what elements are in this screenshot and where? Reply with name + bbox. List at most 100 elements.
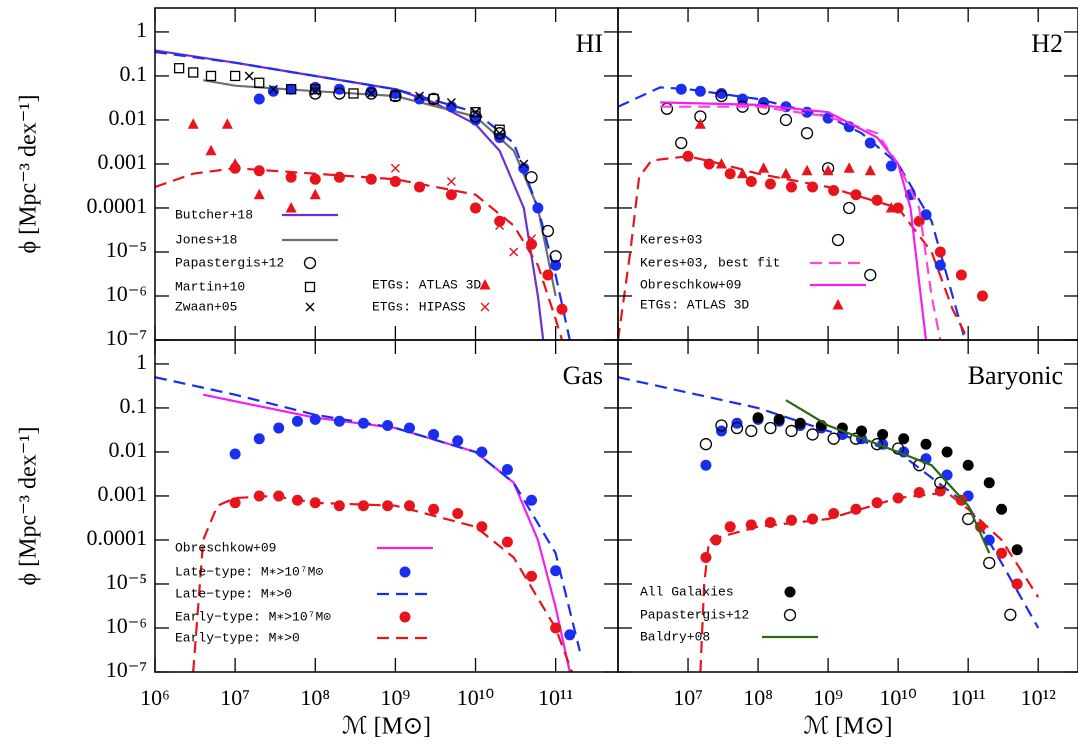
point: [519, 159, 529, 169]
panel: 10⁻⁷ 10⁻⁶ 10⁻⁵ 0.0001 0.001 0.01 0.1 1 HI ϕ [Mpc⁻…: [16, 7, 619, 350]
legend-swatch: [303, 256, 317, 270]
point: [253, 93, 265, 105]
point: [187, 118, 199, 129]
point: [273, 422, 285, 434]
y-tick-label: 0.001: [98, 149, 148, 174]
legend-label: Keres+03: [640, 232, 702, 247]
legend-label: Papastergis+12: [640, 607, 749, 622]
point: [268, 84, 278, 94]
point: [310, 84, 321, 95]
point: [501, 536, 513, 548]
point: [495, 220, 505, 230]
point: [891, 442, 905, 455]
point: [446, 176, 456, 186]
y-tick-label: 0.0001: [87, 193, 148, 218]
point: [310, 86, 320, 96]
point: [333, 83, 345, 95]
x-tick-label: 10⁷: [220, 685, 250, 710]
point: [699, 438, 713, 451]
series-line: [155, 167, 564, 340]
series-line: [155, 50, 571, 340]
y-tick-label: 1: [136, 17, 147, 42]
legend-label: ETGs: ATLAS 3D: [640, 297, 749, 312]
point: [526, 494, 538, 506]
y-tick-label: 10⁻⁶: [106, 281, 147, 306]
point: [983, 477, 995, 489]
series-line: [660, 105, 942, 340]
point: [285, 83, 297, 95]
point: [229, 157, 241, 169]
point: [694, 118, 706, 129]
point: [205, 144, 217, 156]
point: [415, 182, 425, 192]
point: [731, 417, 743, 429]
point: [780, 167, 792, 179]
point: [525, 171, 538, 184]
x-tick-label: 10¹⁰: [457, 685, 495, 710]
point: [758, 162, 770, 173]
point: [518, 162, 530, 174]
point: [501, 463, 513, 475]
point: [856, 425, 868, 437]
point: [428, 93, 439, 105]
point: [253, 188, 265, 200]
point: [934, 246, 946, 258]
point: [801, 164, 813, 176]
point: [752, 412, 764, 424]
point: [996, 547, 1008, 559]
point: [864, 137, 876, 149]
point: [920, 438, 932, 450]
point: [885, 201, 897, 213]
legend-swatch: [831, 233, 845, 247]
point: [785, 514, 797, 526]
point: [390, 90, 401, 102]
legend-label: Martin+10: [175, 279, 245, 294]
point: [941, 446, 953, 458]
point: [976, 290, 988, 302]
point: [333, 87, 346, 100]
plot-area: [155, 376, 581, 672]
point: [229, 448, 241, 460]
legend-label: ETGs: HIPASS: [372, 299, 466, 314]
x-tick-label: 10¹⁰: [879, 685, 917, 710]
series-line: [618, 155, 970, 340]
legend-label: Obreschkow+09: [640, 277, 741, 292]
point: [710, 534, 722, 546]
legend-swatch: [399, 566, 411, 578]
legend-label: Papastergis+12: [175, 255, 284, 270]
point: [229, 497, 241, 509]
point: [446, 97, 456, 107]
point: [850, 189, 862, 201]
point: [682, 150, 694, 162]
point: [366, 88, 376, 98]
point: [309, 173, 321, 185]
point: [745, 175, 757, 187]
point: [892, 492, 904, 504]
point: [822, 164, 834, 176]
y-tick-label: 0.1: [120, 393, 148, 418]
legend-swatch: [479, 279, 491, 290]
point: [333, 415, 345, 427]
point: [785, 424, 798, 438]
x-tick-label: 10¹¹: [538, 685, 573, 710]
y-axis-label: ϕ [Mpc⁻³ dex⁻¹]: [16, 427, 42, 586]
legend-swatch: [832, 299, 844, 310]
x-tick-label: 10¹²: [1021, 685, 1057, 710]
point: [428, 428, 440, 440]
point: [715, 419, 728, 432]
point: [773, 413, 785, 425]
point: [509, 247, 519, 257]
point: [382, 419, 394, 431]
y-tick-label: 0.001: [98, 481, 148, 506]
panel: 10⁷ 10⁸ 10⁹ 10¹⁰ 10¹¹ 10¹² Baryonic ℳ [M⊙] All G…: [617, 339, 1078, 740]
point: [309, 87, 322, 100]
point: [382, 500, 394, 512]
point: [822, 112, 834, 124]
point: [764, 421, 777, 435]
plot-area: [155, 49, 571, 340]
legend-label: Jones+18: [175, 232, 237, 247]
point: [864, 164, 876, 176]
point: [365, 87, 378, 100]
panel-title: Baryonic: [968, 361, 1063, 390]
